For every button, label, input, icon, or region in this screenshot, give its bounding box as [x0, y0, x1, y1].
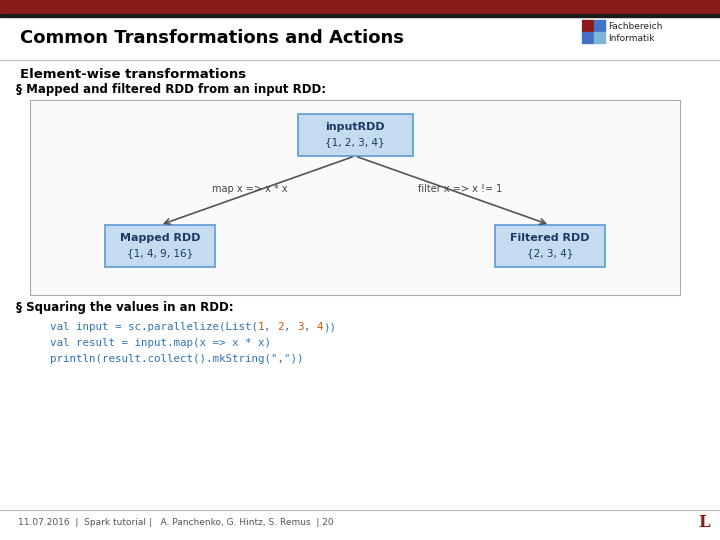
Bar [582, 20, 593, 31]
Text: 3: 3 [297, 322, 304, 332]
Text: val result = input.map(x => x * x): val result = input.map(x => x * x) [50, 338, 271, 348]
Text: 1: 1 [258, 322, 264, 332]
Bar [0, 0, 720, 14]
Text: Fachbereich
Informatik: Fachbereich Informatik [608, 22, 662, 43]
Text: ,: , [284, 322, 297, 332]
Text: println(result.collect().mkString(",")): println(result.collect().mkString(",")) [50, 354, 304, 364]
Bar [0, 14, 720, 17]
Text: 2: 2 [277, 322, 284, 332]
Text: inputRDD: inputRDD [325, 122, 384, 132]
Text: 4: 4 [317, 322, 323, 332]
Text: {1, 2, 3, 4}: {1, 2, 3, 4} [325, 137, 384, 147]
Bar [695, 513, 713, 531]
Text: Filtered RDD: Filtered RDD [510, 233, 590, 243]
Bar [582, 32, 593, 43]
FancyBboxPatch shape [495, 225, 605, 267]
FancyBboxPatch shape [105, 225, 215, 267]
Text: § Mapped and filtered RDD from an input RDD:: § Mapped and filtered RDD from an input … [16, 83, 326, 96]
Text: map x => x * x: map x => x * x [212, 184, 287, 193]
Text: )): )) [323, 322, 336, 332]
Text: filter x => x != 1: filter x => x != 1 [418, 184, 503, 193]
Text: val input = sc.parallelize(List(: val input = sc.parallelize(List( [50, 322, 258, 332]
Text: § Squaring the values in an RDD:: § Squaring the values in an RDD: [16, 301, 233, 314]
Text: Common Transformations and Actions: Common Transformations and Actions [20, 29, 404, 47]
Text: 11.07.2016  |  Spark tutorial |   A. Panchenko, G. Hintz, S. Remus  | 20: 11.07.2016 | Spark tutorial | A. Panchen… [18, 518, 333, 527]
Bar [594, 32, 605, 43]
Bar [30, 100, 680, 295]
Bar [594, 20, 605, 31]
Text: ,: , [304, 322, 317, 332]
Text: {1, 4, 9, 16}: {1, 4, 9, 16} [127, 248, 193, 258]
Text: Mapped RDD: Mapped RDD [120, 233, 200, 243]
Text: {2, 3, 4}: {2, 3, 4} [527, 248, 573, 258]
Text: L: L [698, 514, 710, 531]
FancyBboxPatch shape [297, 114, 413, 156]
Text: ,: , [264, 322, 277, 332]
Text: Element-wise transformations: Element-wise transformations [20, 68, 246, 80]
